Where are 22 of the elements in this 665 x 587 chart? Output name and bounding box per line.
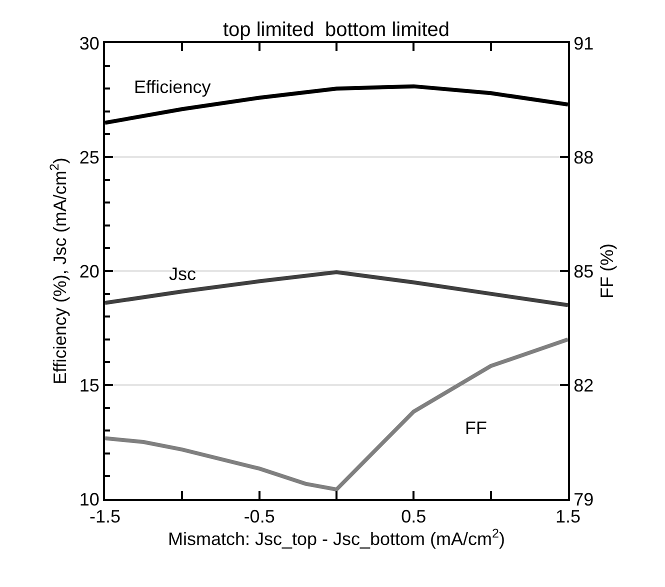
x-tick-label: -0.5 — [244, 506, 275, 527]
y-tick-label: 25 — [79, 147, 100, 168]
text: bottom limited — [325, 19, 450, 41]
series-label: Jsc — [169, 264, 196, 284]
y-tick-label: 30 — [79, 33, 100, 54]
y2-tick-label: 88 — [574, 147, 594, 168]
y-tick-label: 20 — [79, 261, 100, 282]
y-tick-label: 15 — [79, 375, 100, 396]
x-tick-label: 0.5 — [401, 506, 426, 527]
line-series — [105, 337, 568, 492]
x-axis-title: Mismatch: Jsc_top - Jsc_bottom (mA/cm$^{2}$) — [168, 526, 506, 550]
y2-tick-label: 79 — [574, 489, 594, 510]
y2-axis-title: FF (%) — [597, 244, 618, 298]
series-label: Efficiency — [134, 77, 211, 97]
text: top limited — [223, 19, 314, 41]
x-tick-label: 1.5 — [555, 506, 581, 527]
y-tick-label: 10 — [79, 489, 100, 510]
y2-tick-label: 82 — [574, 375, 594, 396]
x-tick-label: -1.5 — [89, 506, 121, 527]
series-label: FF — [465, 418, 487, 438]
y2-tick-label: 91 — [574, 33, 594, 54]
y2-tick-label: 85 — [574, 261, 594, 282]
